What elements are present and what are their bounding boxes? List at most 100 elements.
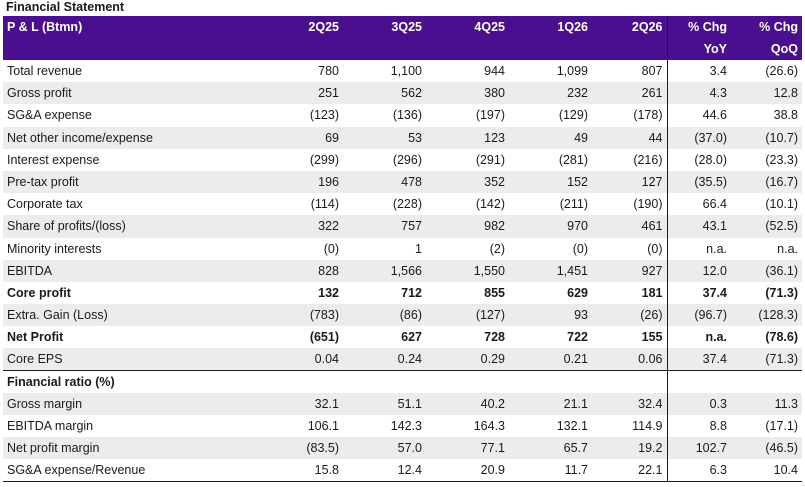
- period-value: (0): [572, 241, 588, 256]
- header-period: 3Q25: [343, 16, 426, 38]
- period-value: 0.04: [260, 348, 343, 371]
- period-value: 40.2: [426, 392, 509, 415]
- row-label: Total revenue: [7, 64, 83, 79]
- row-label: Net Profit: [7, 330, 64, 345]
- period-value: 629: [567, 285, 588, 300]
- table-row: Gross profit 251 562 380 232 261 4.3 12.8: [3, 82, 802, 105]
- period-value: 1,550: [426, 259, 509, 282]
- period-value: (299): [309, 152, 339, 167]
- qoq-value: (78.6): [765, 330, 798, 345]
- period-value: (129): [558, 108, 588, 123]
- yoy-value: (28.0): [666, 148, 731, 171]
- statement-title: Financial Statement: [6, 0, 125, 14]
- row-label: Net other income/expense: [3, 126, 260, 149]
- period-value: (291): [475, 152, 505, 167]
- header-chg-yoy: % Chg: [666, 16, 731, 38]
- period-value: 1: [415, 241, 422, 256]
- yoy-value: 44.6: [666, 104, 731, 127]
- table-row: Core EPS 0.04 0.24 0.29 0.21 0.06 37.4 (71.3): [3, 348, 802, 371]
- period-value: 123: [426, 126, 509, 149]
- period-value: 927: [592, 259, 667, 282]
- period-value: 21.1: [509, 392, 592, 415]
- period-value: 53: [343, 126, 426, 149]
- period-value: (216): [633, 152, 663, 167]
- period-value: 251: [260, 82, 343, 105]
- header-period: 4Q25: [426, 16, 509, 38]
- table-row: EBITDA 828 1,566 1,550 1,451 927 12.0 (36.1): [3, 259, 802, 282]
- period-value: 164.3: [473, 419, 505, 434]
- yoy-value: 43.1: [666, 215, 731, 238]
- period-value: 1,100: [390, 64, 422, 79]
- qoq-value: (23.3): [765, 152, 798, 167]
- period-value: 855: [484, 285, 505, 300]
- period-value: 57.0: [343, 437, 426, 460]
- yoy-value: 102.7: [666, 437, 731, 460]
- period-value: 196: [260, 170, 343, 194]
- qoq-value: (36.1): [731, 259, 802, 282]
- qoq-value: 10.4: [731, 459, 802, 483]
- period-value: 728: [484, 330, 505, 345]
- period-value: (83.5): [260, 437, 343, 460]
- period-value: 114.9: [632, 419, 663, 434]
- qoq-value: 11.3: [731, 392, 802, 415]
- period-value: (296): [392, 152, 422, 167]
- table-row: Total revenue 780 1,100 944 1,099 807 3.4 (26.6…: [3, 60, 802, 83]
- qoq-value: 38.8: [773, 108, 798, 123]
- yoy-value: (37.0): [666, 126, 731, 149]
- row-label: Extra. Gain (Loss): [3, 304, 260, 327]
- table-row: Corporate tax (114) (228) (142) (211) (190) 66…: [3, 193, 802, 216]
- header-label: P & L (Btmn): [3, 16, 260, 38]
- table-row: SG&A expense (123) (136) (197) (129) (178) 44.…: [3, 104, 802, 127]
- yoy-value: 4.3: [666, 82, 731, 105]
- period-value: 461: [592, 215, 667, 238]
- period-value: 32.1: [260, 392, 343, 415]
- row-label: Pre-tax profit: [3, 170, 260, 194]
- row-label: Minority interests: [7, 241, 102, 256]
- header-period: 2Q25: [260, 16, 343, 38]
- qoq-value: (71.3): [731, 348, 802, 371]
- section-title: Financial ratio (%): [3, 370, 667, 393]
- period-value: 11.7: [509, 459, 592, 483]
- yoy-value: 8.8: [666, 415, 731, 438]
- period-value: 132.1: [556, 419, 588, 434]
- row-label: SG&A expense: [7, 108, 92, 123]
- table-row: Extra. Gain (Loss) (783) (86) (127) 93 (26) (9…: [3, 304, 802, 327]
- period-value: (0): [323, 241, 339, 256]
- period-value: 0.29: [426, 348, 509, 371]
- period-value: 982: [426, 215, 509, 238]
- table-row: EBITDA margin 106.1 142.3 164.3 132.1 114.9 8.…: [3, 415, 802, 438]
- period-value: 627: [401, 330, 422, 345]
- period-value: 478: [343, 170, 426, 194]
- period-value: (2): [489, 241, 505, 256]
- table-row: Core profit 132 712 855 629 181 37.4 (71.3): [3, 281, 802, 305]
- period-value: 232: [509, 82, 592, 105]
- period-value: 970: [509, 215, 592, 238]
- period-value: 944: [484, 64, 505, 79]
- table-row: Share of profits/(loss) 322 757 982 970 461 43…: [3, 215, 802, 238]
- table-row: SG&A expense/Revenue 15.8 12.4 20.9 11.7 22.1…: [3, 459, 802, 483]
- period-value: (86): [343, 304, 426, 327]
- period-value: 106.1: [307, 419, 339, 434]
- period-value: (197): [475, 108, 505, 123]
- row-label: Core EPS: [3, 348, 260, 371]
- qoq-value: 12.8: [731, 82, 802, 105]
- period-value: (136): [392, 108, 422, 123]
- period-value: (651): [309, 330, 339, 345]
- table-row: Minority interests (0) 1 (2) (0) (0) n.a. n.a.: [3, 237, 802, 260]
- period-value: (26): [592, 304, 667, 327]
- qoq-value: (46.5): [731, 437, 802, 460]
- yoy-value: 66.4: [666, 193, 731, 216]
- period-value: 155: [641, 330, 663, 345]
- row-label: Corporate tax: [7, 197, 83, 212]
- period-value: (281): [558, 152, 588, 167]
- yoy-value: 12.0: [666, 259, 731, 282]
- table-row: Interest expense (299) (296) (291) (281) (216…: [3, 148, 802, 171]
- yoy-value: 3.4: [666, 60, 731, 83]
- period-value: 757: [343, 215, 426, 238]
- period-value: 1,099: [556, 64, 588, 79]
- period-value: (127): [426, 304, 509, 327]
- period-value: (114): [310, 197, 339, 212]
- section-header: Financial ratio (%): [3, 370, 802, 393]
- period-value: 77.1: [426, 437, 509, 460]
- header-qoq: QoQ: [731, 38, 802, 60]
